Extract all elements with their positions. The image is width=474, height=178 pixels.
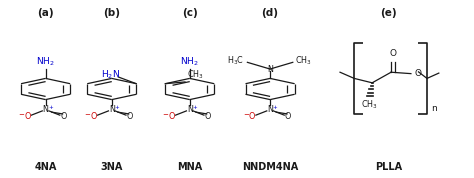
Text: (d): (d) xyxy=(262,8,279,18)
Text: −: − xyxy=(163,112,169,118)
Text: O: O xyxy=(60,112,67,121)
Text: +: + xyxy=(192,104,197,109)
Text: H$_3$C: H$_3$C xyxy=(227,54,244,67)
Text: 3NA: 3NA xyxy=(100,162,123,172)
Text: O: O xyxy=(91,112,97,121)
Text: O: O xyxy=(390,49,396,58)
Text: +: + xyxy=(114,104,119,109)
Text: O: O xyxy=(285,112,291,121)
Text: −: − xyxy=(18,112,25,118)
Text: N: N xyxy=(187,105,192,114)
Text: (c): (c) xyxy=(182,8,198,18)
Text: N: N xyxy=(43,105,48,114)
Text: CH$_3$: CH$_3$ xyxy=(295,54,312,67)
Text: CH$_3$: CH$_3$ xyxy=(187,69,204,81)
Text: N: N xyxy=(267,65,273,74)
Text: N: N xyxy=(267,105,273,114)
Text: (e): (e) xyxy=(380,8,397,18)
Text: (a): (a) xyxy=(37,8,54,18)
Text: n: n xyxy=(431,104,437,113)
Text: O: O xyxy=(249,112,255,121)
Text: NH$_2$: NH$_2$ xyxy=(36,55,55,68)
Text: +: + xyxy=(48,104,53,109)
Text: MNA: MNA xyxy=(177,162,202,172)
Text: O: O xyxy=(414,69,421,78)
Text: PLLA: PLLA xyxy=(374,162,402,172)
Text: N: N xyxy=(109,105,115,114)
Text: O: O xyxy=(169,112,175,121)
Text: (b): (b) xyxy=(103,8,120,18)
Text: H$_2$N: H$_2$N xyxy=(101,68,120,81)
Text: 4NA: 4NA xyxy=(35,162,57,172)
Text: +: + xyxy=(273,104,277,109)
Text: CH$_3$: CH$_3$ xyxy=(361,99,378,111)
Text: O: O xyxy=(25,112,31,121)
Text: −: − xyxy=(85,112,91,118)
Text: −: − xyxy=(243,112,249,118)
Text: O: O xyxy=(127,112,133,121)
Text: NNDM4NA: NNDM4NA xyxy=(242,162,298,172)
Text: O: O xyxy=(204,112,211,121)
Text: NH$_2$: NH$_2$ xyxy=(181,55,199,68)
